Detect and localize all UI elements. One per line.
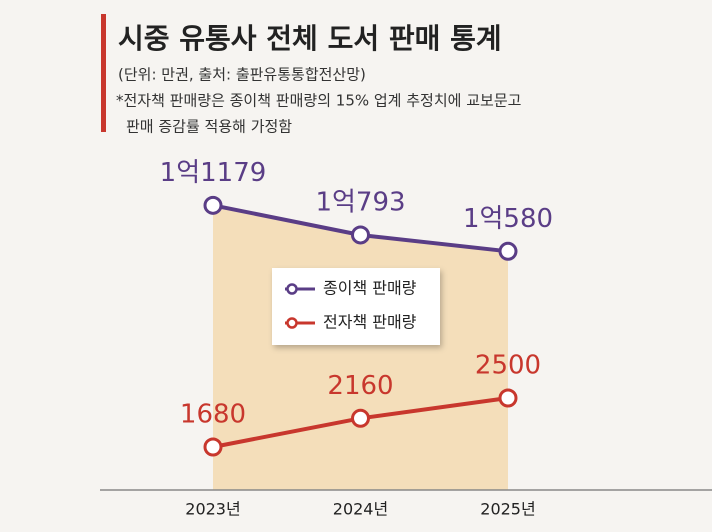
marker	[203, 195, 223, 215]
data-label: 1억793	[315, 187, 405, 217]
legend-marker	[286, 317, 298, 329]
legend-label: 종이책 판매량	[323, 279, 417, 298]
data-label: 2160	[327, 371, 393, 401]
note: 판매 증감률 적용해 가정함	[126, 118, 292, 136]
chart-title: 시중 유통사 전체 도서 판매 통계	[118, 22, 502, 55]
marker	[203, 437, 223, 457]
x-tick-label: 2024년	[333, 500, 388, 519]
note: *전자책 판매량은 종이책 판매량의 15% 업계 추정치에 교보문고	[116, 92, 521, 110]
data-label: 2500	[475, 350, 541, 380]
title-accent	[101, 14, 106, 132]
data-label: 1억1179	[160, 158, 267, 188]
plot: 2023년 2024년 2025년 1억1179 1억793 1억580 1680 2160 2…	[100, 158, 712, 519]
legend-marker	[286, 283, 298, 295]
marker	[498, 388, 518, 408]
marker	[498, 241, 518, 261]
marker	[351, 408, 370, 428]
data-label: 1680	[180, 399, 246, 429]
x-tick-label: 2025년	[480, 500, 535, 519]
subtitle: (단위: 만권, 출처: 출판유통통합전산망)	[118, 66, 366, 84]
data-label: 1억580	[463, 204, 553, 234]
marker	[351, 225, 370, 245]
x-tick-label: 2023년	[185, 500, 240, 519]
legend-box	[272, 268, 440, 345]
legend-label: 전자책 판매량	[323, 313, 417, 332]
